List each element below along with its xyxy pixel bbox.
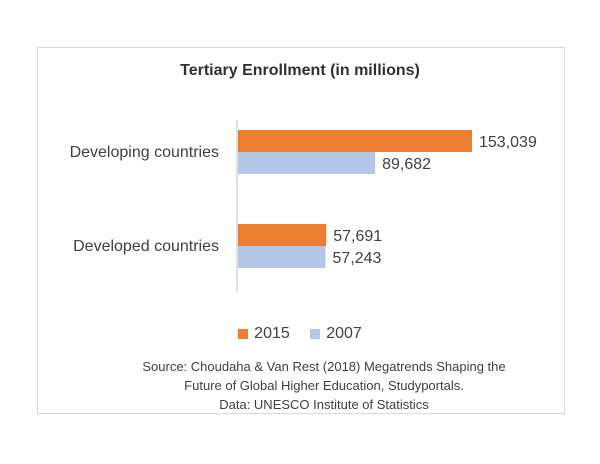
legend: 2015 2007 <box>0 325 600 344</box>
bar-2015 <box>238 130 472 152</box>
category-label: Developed countries <box>73 238 219 255</box>
data-label-2015: 57,691 <box>333 228 382 245</box>
legend-item-2007: 2007 <box>310 325 362 343</box>
source-line-2: Future of Global Higher Education, Study… <box>184 378 464 393</box>
data-label-2015: 153,039 <box>479 134 537 151</box>
chart-title: Tertiary Enrollment (in millions) <box>180 62 420 79</box>
bar-2015 <box>238 224 327 246</box>
bar-2007 <box>238 246 326 268</box>
data-label-2007: 57,243 <box>333 250 382 267</box>
source-line-3: Data: UNESCO Institute of Statistics <box>219 397 429 412</box>
legend-label-2007: 2007 <box>326 325 362 342</box>
category-label: Developing countries <box>70 144 219 161</box>
source-note: Source: Choudaha & Van Rest (2018) Megat… <box>0 357 600 414</box>
legend-label-2015: 2015 <box>254 325 290 342</box>
legend-swatch-2015 <box>238 329 249 339</box>
legend-swatch-2007 <box>310 329 321 339</box>
legend-item-2015: 2015 <box>238 325 290 343</box>
data-label-2007: 89,682 <box>382 156 431 173</box>
bar-2007 <box>238 152 376 174</box>
source-line-1: Source: Choudaha & Van Rest (2018) Megat… <box>142 359 506 374</box>
chart-frame <box>37 47 565 414</box>
